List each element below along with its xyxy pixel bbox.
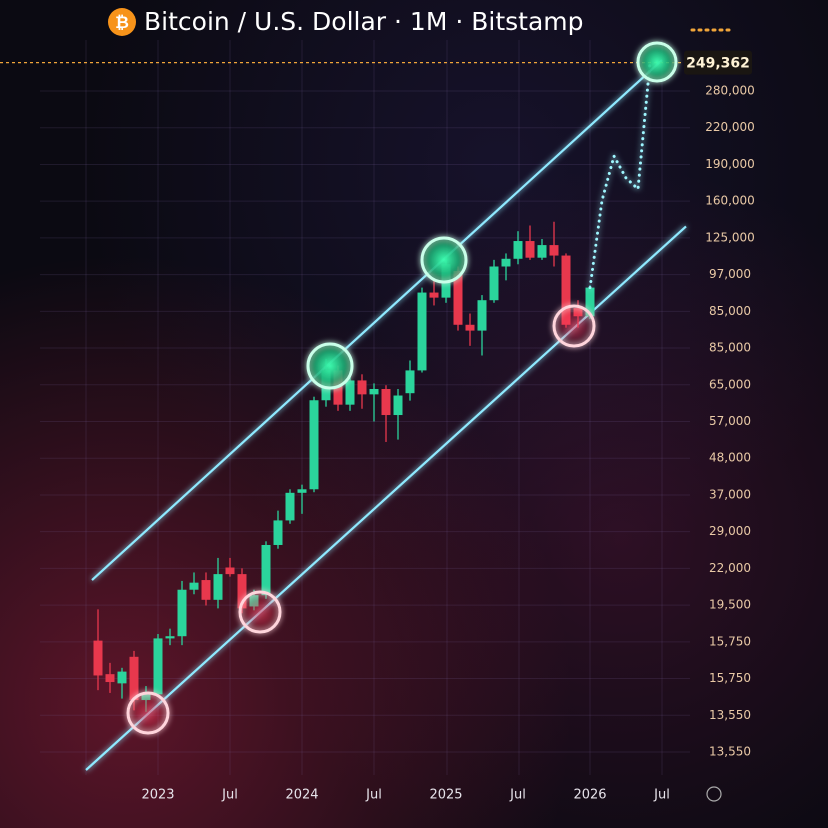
y-tick-label: 19,500 <box>709 598 751 612</box>
candle-body <box>369 388 379 395</box>
vertical-grid <box>85 40 663 775</box>
candle-body <box>465 324 475 331</box>
x-tick-label: Jul <box>221 788 238 803</box>
chart-title: Bitcoin / U.S. Dollar · 1M · Bitstamp <box>144 7 584 36</box>
y-tick-label: 190,000 <box>705 157 755 171</box>
candle-body <box>381 388 391 416</box>
x-tick-label: Jul <box>509 788 526 803</box>
highlight <box>238 590 282 634</box>
x-tick-label: 2023 <box>141 788 174 803</box>
candle-body <box>501 258 511 267</box>
candle-body <box>177 589 187 637</box>
y-tick-label: 13,550 <box>709 708 751 722</box>
x-tick-label: Jul <box>365 788 382 803</box>
y-tick-label: 220,000 <box>705 120 755 134</box>
candle-body <box>129 656 139 701</box>
y-tick-label: 280,000 <box>705 84 755 98</box>
y-tick-label: 37,000 <box>709 487 751 501</box>
candle-body <box>117 671 127 684</box>
candle-body <box>225 567 235 575</box>
candle-body <box>285 492 295 521</box>
candle-body <box>513 241 523 259</box>
x-tick-label: 2026 <box>573 788 606 803</box>
candle-body <box>477 300 487 331</box>
candle-body <box>537 245 547 258</box>
logo-circle <box>108 8 136 36</box>
candle-body <box>105 674 115 683</box>
y-tick-label: 15,750 <box>709 671 751 685</box>
candle-body <box>261 544 271 596</box>
candle-body <box>165 636 175 639</box>
logo: ₿ <box>115 13 129 33</box>
y-tick-label: 15,750 <box>709 634 751 648</box>
settings-icon[interactable] <box>706 786 722 802</box>
y-tick-label: 48,000 <box>709 451 751 465</box>
candle-body <box>429 292 439 298</box>
projection-line <box>588 61 652 290</box>
y-tick-label: 97,000 <box>709 267 751 281</box>
plot <box>0 59 687 771</box>
y-tick-label: 13,550 <box>709 745 751 759</box>
candle-body <box>237 574 247 609</box>
price-label-box <box>684 50 752 75</box>
highlight-circles <box>126 41 678 735</box>
candle-body <box>489 266 499 301</box>
highlight <box>636 41 678 83</box>
y-tick-label: 85,000 <box>709 304 751 318</box>
candle-body <box>417 292 427 371</box>
candle-body <box>405 370 415 394</box>
x-tick-label: 2024 <box>285 788 318 803</box>
candle-body <box>213 574 223 600</box>
y-tick-label: 22,000 <box>709 561 751 575</box>
y-tick-label: 160,000 <box>705 194 755 208</box>
candle-body <box>357 380 367 395</box>
candle-body <box>153 638 163 695</box>
candle-body <box>561 255 571 325</box>
grid <box>40 90 690 753</box>
highlight <box>552 304 596 348</box>
trendline <box>91 59 663 581</box>
candle-body <box>189 582 199 590</box>
highlight <box>126 691 170 735</box>
candle-body <box>309 400 319 490</box>
candle-body <box>297 489 307 493</box>
highlight <box>306 342 354 390</box>
candle-body <box>453 271 463 325</box>
y-tick-label: 65,000 <box>709 377 751 391</box>
candle-body <box>525 241 535 258</box>
highlight <box>420 236 468 284</box>
trendline <box>85 225 687 771</box>
candle-body <box>393 395 403 416</box>
y-tick-label: 125,000 <box>705 230 755 244</box>
y-tick-label: 29,000 <box>709 524 751 538</box>
x-tick-label: Jul <box>653 788 670 803</box>
y-tick-label: 85,000 <box>709 341 751 355</box>
price-label: 249,362 <box>686 56 750 72</box>
candle-body <box>585 287 595 317</box>
candle-body <box>93 640 103 676</box>
candle-body <box>201 580 211 600</box>
candle-body <box>273 520 283 545</box>
candle-body <box>549 245 559 256</box>
y-tick-label: 57,000 <box>709 414 751 428</box>
candle-body <box>345 380 355 405</box>
x-tick-label: 2025 <box>429 788 462 803</box>
